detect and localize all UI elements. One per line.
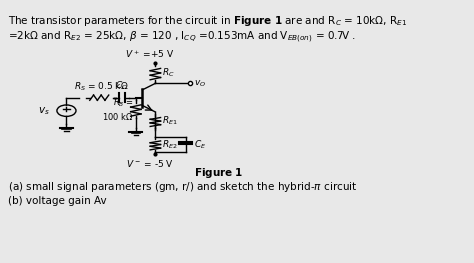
- Text: $R_C$: $R_C$: [162, 67, 174, 79]
- Text: $\bf{Figure\ 1}$: $\bf{Figure\ 1}$: [193, 166, 243, 180]
- Text: (a) small signal parameters (gm, r/) and sketch the hybrid-$\pi$ circuit: (a) small signal parameters (gm, r/) and…: [8, 180, 357, 194]
- Text: $R_{E2}$: $R_{E2}$: [162, 138, 178, 151]
- Text: =2k$\Omega$ and R$_{E2}$ = 25k$\Omega$, $\beta$ = 120 , I$_{CQ}$ =0.153mA and V$: =2k$\Omega$ and R$_{E2}$ = 25k$\Omega$, …: [8, 30, 356, 45]
- Text: (b) voltage gain Av: (b) voltage gain Av: [8, 196, 107, 206]
- Text: $R_B$ =
100 k$\Omega$: $R_B$ = 100 k$\Omega$: [102, 97, 134, 122]
- Text: $C_E$: $C_E$: [193, 138, 206, 151]
- Text: $v_O$: $v_O$: [193, 78, 206, 89]
- Text: $V^+$ =+5 V: $V^+$ =+5 V: [126, 48, 175, 60]
- Text: $V^-$ = -5 V: $V^-$ = -5 V: [126, 158, 174, 169]
- Text: $R_{E1}$: $R_{E1}$: [162, 115, 178, 127]
- Text: $R_S$ = 0.5 k$\Omega$: $R_S$ = 0.5 k$\Omega$: [74, 80, 128, 93]
- Text: $C_C$: $C_C$: [115, 79, 128, 92]
- Text: $v_s$: $v_s$: [38, 105, 50, 117]
- Text: The transistor parameters for the circuit in $\bf{Figure\ 1}$ are and R$_C$ = 10: The transistor parameters for the circui…: [8, 14, 407, 28]
